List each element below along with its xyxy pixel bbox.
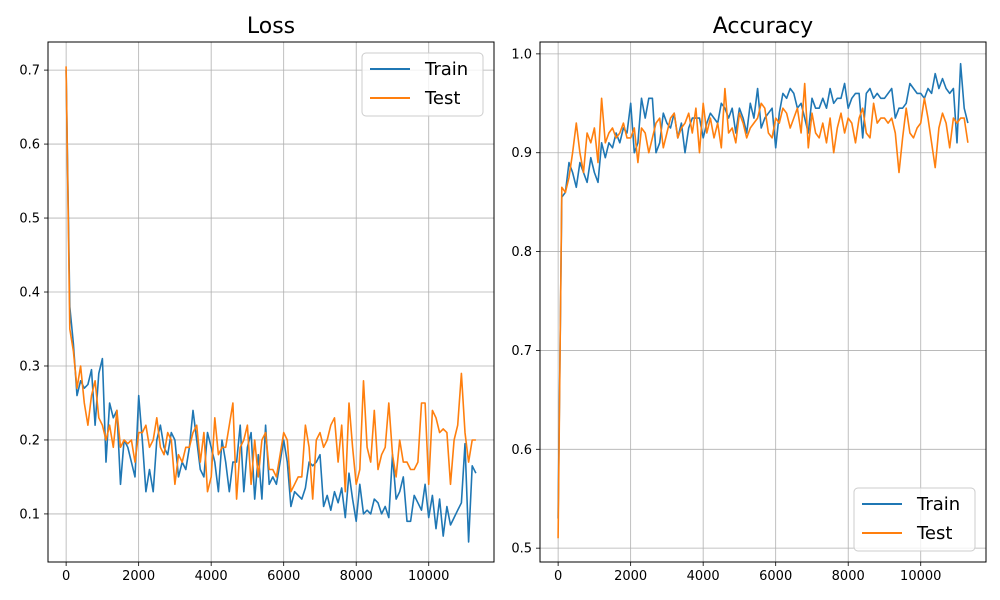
loss-legend-train-label: Train [424,59,468,80]
accuracy-y-tick-label-2: 0.7 [511,344,532,359]
accuracy-legend-train-label: Train [916,494,960,515]
loss-y-tick-label-4: 0.5 [19,212,40,227]
loss-plot-area [48,42,494,562]
loss-legend: Train Test [361,52,484,117]
accuracy-x-tick-label-1: 2000 [614,569,647,584]
accuracy-legend: Train Test [853,487,976,552]
loss-y-tick-label-5: 0.6 [19,138,40,153]
loss-plot-frame [47,41,495,563]
loss-x-tick-label-2: 4000 [195,569,228,584]
loss-chart: 0 2000 4000 6000 8000 10000 0.1 0.2 0.3 0.4 0.5 0.6… [19,14,495,584]
accuracy-legend-test-label: Test [916,523,952,544]
accuracy-series-test-line [557,82,969,539]
loss-x-tick-label-0: 0 [62,569,70,584]
accuracy-y-tick-label-3: 0.8 [511,245,532,260]
loss-x-tick-label-5: 10000 [408,569,449,584]
loss-y-tick-label-2: 0.3 [19,359,40,374]
accuracy-y-tick-label-4: 0.9 [511,146,532,161]
accuracy-series [557,62,969,539]
accuracy-y-tick-label-0: 0.5 [511,542,532,557]
loss-y-tick-label-1: 0.2 [19,433,40,448]
loss-series-train-line [65,70,477,543]
accuracy-plot-frame [539,41,987,563]
accuracy-x-tick-label-0: 0 [554,569,562,584]
accuracy-ticks: 0 2000 4000 6000 8000 10000 0.5 0.6 0.7 0.8 0.9 1.0 [511,47,941,584]
accuracy-x-tick-label-2: 4000 [687,569,720,584]
accuracy-x-tick-label-5: 10000 [900,569,941,584]
loss-x-tick-label-3: 6000 [267,569,300,584]
loss-y-tick-label-3: 0.4 [19,286,40,301]
accuracy-y-tick-label-1: 0.6 [511,443,532,458]
loss-legend-test-label: Test [424,88,460,109]
loss-x-tick-label-1: 2000 [122,569,155,584]
loss-x-tick-label-4: 8000 [340,569,373,584]
loss-series [65,66,477,543]
loss-y-tick-label-6: 0.7 [19,64,40,79]
loss-series-test-line [65,66,476,500]
loss-grid [48,42,494,562]
accuracy-grid [540,42,986,562]
accuracy-x-tick-label-3: 6000 [759,569,792,584]
accuracy-x-tick-label-4: 8000 [832,569,865,584]
loss-y-tick-label-0: 0.1 [19,507,40,522]
loss-ticks: 0 2000 4000 6000 8000 10000 0.1 0.2 0.3 0.4 0.5 0.6… [19,64,449,584]
loss-chart-title: Loss [247,14,295,39]
accuracy-chart: 0 2000 4000 6000 8000 10000 0.5 0.6 0.7 0.8 0.9 1.0… [511,14,987,584]
accuracy-y-tick-label-5: 1.0 [511,47,532,62]
accuracy-plot-area [540,42,986,562]
accuracy-chart-title: Accuracy [713,14,813,39]
